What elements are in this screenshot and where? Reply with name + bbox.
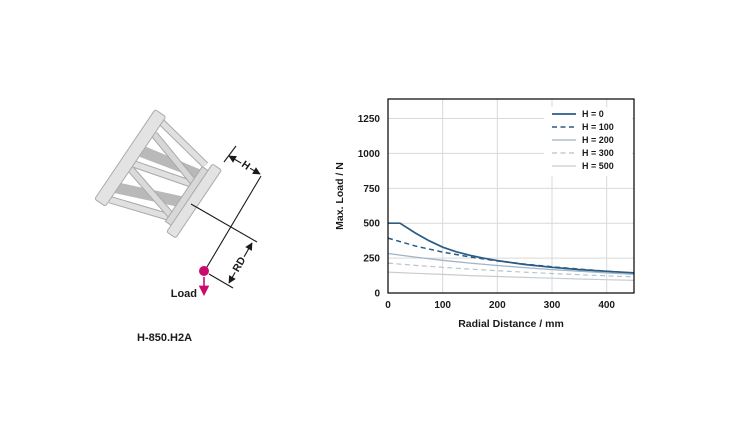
series-line-2: [387, 252, 635, 275]
x-tick-label: 200: [489, 300, 506, 311]
hexapod-struts: [108, 119, 209, 222]
model-label: H-850.H2A: [137, 332, 192, 344]
x-tick-label: 400: [598, 300, 615, 311]
legend-label: H = 100: [582, 122, 614, 132]
hexapod-diagram: H RD Load H-850.H2A: [95, 109, 262, 344]
load-offset-line: [203, 175, 262, 273]
x-tick-label: 0: [385, 300, 391, 311]
h-dimension-line: [228, 155, 261, 175]
series-line-3: [387, 262, 635, 278]
load-chart-svg: 0 100 200 300 400 0 250 500 750 1000 1250 Radial Di…: [334, 98, 635, 330]
y-tick-label: 1000: [358, 149, 381, 160]
series-line-1: [387, 237, 635, 274]
legend-label: H = 300: [582, 148, 614, 158]
y-tick-label: 0: [374, 289, 380, 300]
load-point-dot: [199, 266, 209, 276]
hexapod-body: [95, 109, 222, 238]
h-dimension-label: H: [239, 158, 252, 172]
y-tick-label: 750: [363, 184, 380, 195]
legend-label: H = 500: [582, 161, 614, 171]
rd-dimension-line: [228, 242, 253, 284]
hexapod-platform-plate: [166, 164, 222, 238]
legend-label: H = 200: [582, 135, 614, 145]
plot-border: [387, 98, 635, 294]
hexapod-base-plate: [95, 109, 166, 207]
y-tick-label: 250: [363, 254, 380, 265]
load-extension-tick: [208, 273, 234, 289]
load-label: Load: [171, 288, 197, 300]
y-tick-label: 500: [363, 219, 380, 230]
legend-label: H = 0: [582, 109, 604, 119]
x-axis-label: Radial Distance / mm: [458, 318, 564, 330]
platform-plane-tick: [223, 145, 237, 163]
series-line-4: [387, 271, 635, 281]
dimension-lines: [190, 145, 262, 289]
x-tick-label: 100: [434, 300, 451, 311]
legend-background: [544, 107, 632, 176]
rd-dimension-label: RD: [230, 255, 248, 274]
x-tick-label: 300: [544, 300, 561, 311]
y-tick-label: 1250: [358, 114, 381, 125]
axis-line: [190, 203, 258, 243]
y-axis-label: Max. Load / N: [334, 162, 346, 230]
